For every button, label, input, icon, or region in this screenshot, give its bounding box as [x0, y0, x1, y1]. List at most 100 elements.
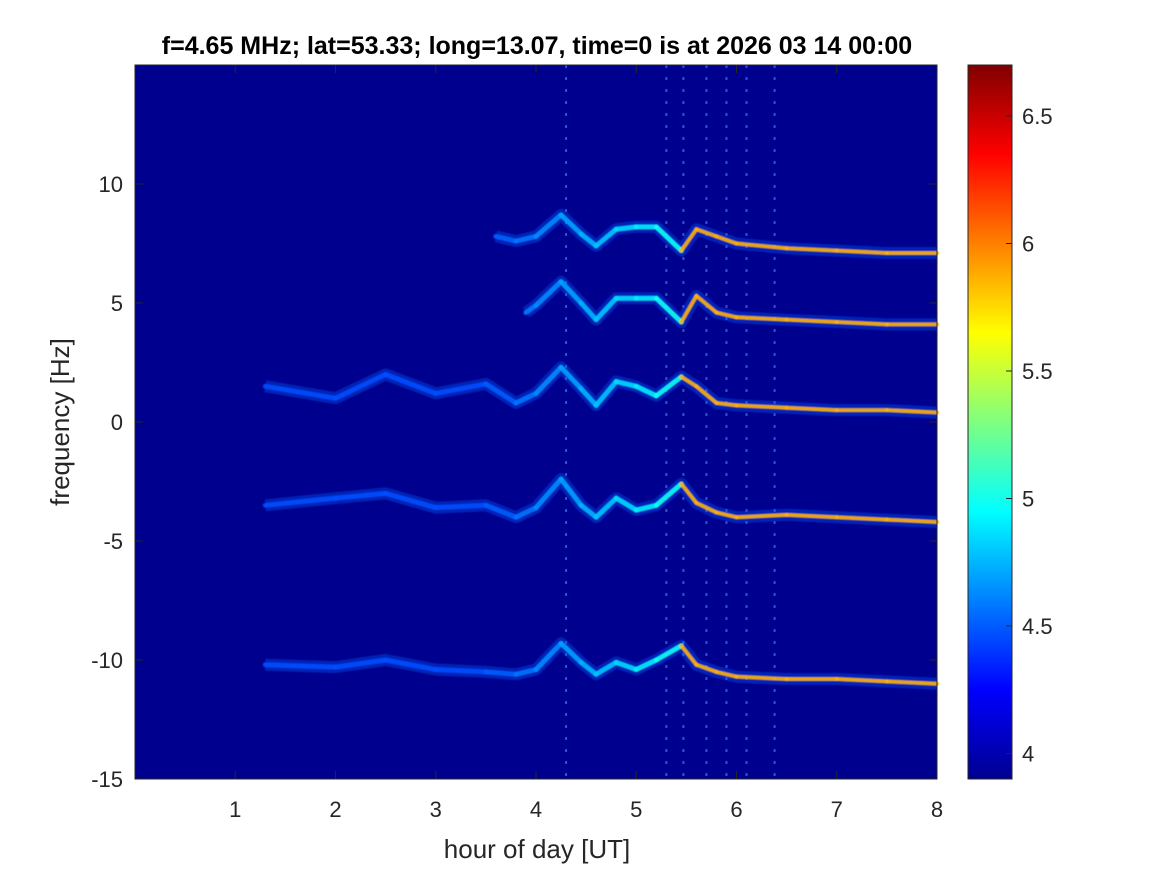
trace-segment — [262, 383, 338, 401]
x-tick-label: 1 — [229, 797, 241, 822]
trace-segment — [694, 227, 719, 239]
trace-segment — [653, 374, 684, 399]
trace-segment — [613, 659, 639, 673]
trace-segment — [383, 490, 439, 511]
trace-segment — [734, 241, 789, 251]
trace-segment — [694, 293, 719, 315]
trace-segment — [593, 226, 619, 249]
x-tick-label: 8 — [931, 797, 943, 822]
trace-segment — [734, 512, 789, 520]
trace-segment — [694, 500, 719, 515]
trace-segment — [714, 669, 739, 679]
trace-segment — [613, 224, 639, 232]
trace-segment — [679, 374, 699, 389]
trace-segment — [593, 495, 619, 520]
trace-segment — [262, 495, 338, 508]
trace-segment — [784, 246, 839, 253]
y-tick-label: -15 — [91, 767, 123, 792]
trace-segment — [653, 481, 684, 508]
trace-segment — [679, 643, 699, 667]
trace-segment — [433, 381, 489, 396]
trace-segment — [633, 502, 659, 513]
x-tick-label: 6 — [730, 797, 742, 822]
trace-segment — [679, 481, 699, 505]
trace-segment — [433, 502, 489, 511]
trace-segment — [558, 212, 584, 237]
trace-segment — [714, 234, 739, 246]
trace-segment — [633, 657, 659, 673]
trace-segment — [734, 674, 789, 682]
x-tick-label: 7 — [831, 797, 843, 822]
trace-segment — [578, 300, 599, 323]
x-tick-label: 2 — [329, 797, 341, 822]
signal-traces — [262, 208, 939, 690]
trace-segment — [483, 381, 519, 406]
trace-segment — [694, 662, 719, 674]
trace-segment — [679, 227, 699, 253]
y-axis-label: frequency [Hz] — [45, 338, 75, 506]
trace-segment — [834, 248, 889, 256]
trace-segment — [834, 515, 889, 522]
trace-segment — [513, 505, 539, 520]
x-tick-label: 3 — [430, 797, 442, 822]
trace-segment — [679, 293, 699, 325]
trace-segment — [714, 510, 739, 520]
colorbar-tick-label: 4 — [1022, 742, 1034, 767]
trace-segment — [653, 224, 684, 254]
trace-segment — [613, 495, 639, 513]
trace-segment — [613, 379, 639, 389]
trace-segment — [433, 667, 489, 675]
trace-segment — [533, 279, 564, 308]
trace-segment — [784, 317, 839, 325]
trace-segment — [483, 502, 519, 520]
trace-segment — [558, 279, 584, 306]
trace-segment — [383, 657, 439, 673]
trace-segment — [784, 512, 839, 520]
trace-segment — [593, 379, 619, 408]
x-tick-label: 5 — [630, 797, 642, 822]
trace-segment — [558, 476, 584, 508]
trace-segment — [884, 679, 939, 686]
trace-segment — [884, 517, 939, 524]
trace-segment — [383, 371, 439, 396]
trace-segment — [578, 659, 599, 677]
trace-segment — [483, 669, 519, 677]
y-tick-label: -5 — [103, 529, 123, 554]
x-tick-label: 4 — [530, 797, 542, 822]
y-tick-label: -10 — [91, 648, 123, 673]
trace-segment — [593, 295, 619, 323]
trace-segment — [513, 667, 539, 677]
trace-segment — [333, 490, 389, 501]
trace-segment — [558, 640, 584, 665]
trace-segment — [533, 212, 564, 239]
colorbar-tick-label: 5 — [1022, 487, 1034, 512]
y-tick-label: 10 — [99, 172, 123, 197]
trace-segment — [578, 386, 599, 408]
trace-segment — [578, 502, 599, 520]
trace-segment — [734, 403, 789, 410]
colorbar-ticks: 4 4.5 5 5.5 6 6.5 — [1006, 104, 1053, 767]
trace-segment — [884, 408, 939, 415]
trace-segment — [694, 384, 719, 405]
trace-segment — [834, 320, 889, 327]
trace-segment — [533, 364, 564, 396]
trace-segment — [653, 295, 684, 325]
trace-segment — [784, 405, 839, 413]
trace-segment — [333, 371, 389, 401]
x-axis: 1 2 3 4 5 6 7 8 — [229, 65, 943, 822]
trace-segment — [653, 643, 684, 663]
trace-segment — [533, 640, 564, 673]
trace-segment — [714, 310, 739, 320]
trace-segment — [262, 662, 338, 670]
trace-segment — [714, 400, 739, 408]
trace-segment — [513, 390, 539, 406]
trace-segment — [333, 657, 389, 670]
trace-segment — [734, 315, 789, 322]
colorbar-tick-label: 5.5 — [1022, 359, 1053, 384]
colorbar — [967, 64, 1013, 780]
y-tick-label: 0 — [111, 410, 123, 435]
trace-segment — [593, 659, 619, 677]
x-axis-label: hour of day [UT] — [444, 834, 630, 864]
trace-segment — [834, 677, 889, 684]
